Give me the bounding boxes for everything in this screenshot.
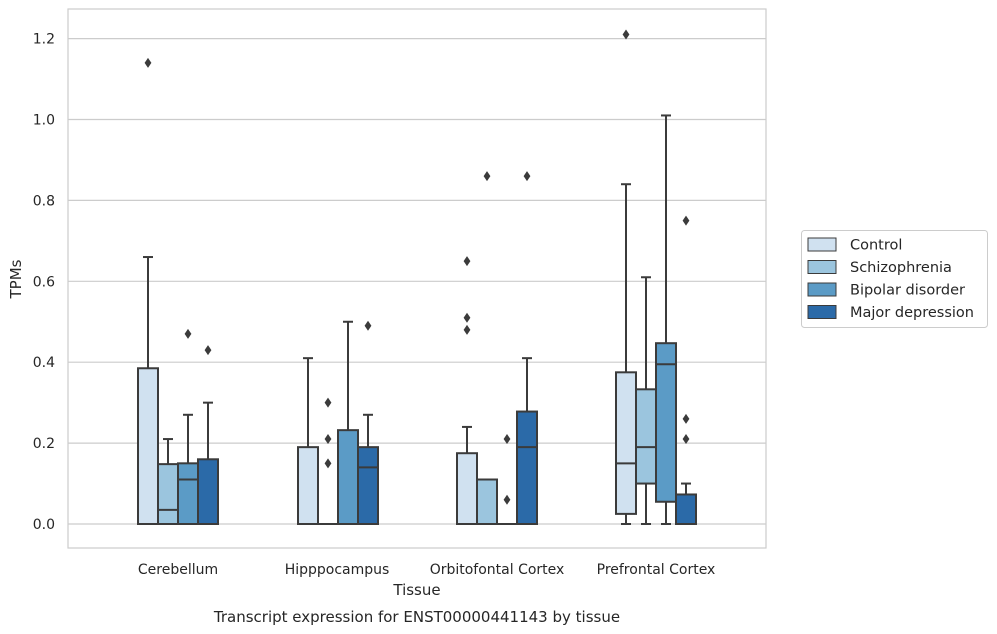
x-tick-labels: Cerebellum Hipppocampus Orbitofontal Corte… xyxy=(138,562,715,578)
legend-swatch xyxy=(807,260,837,274)
box-iqr xyxy=(655,342,677,503)
outlier-point xyxy=(682,434,690,445)
box-major-depression xyxy=(357,413,379,525)
boxes xyxy=(137,114,697,526)
y-tick-labels: 0.0 0.2 0.4 0.6 0.8 1.0 1.2 xyxy=(33,32,55,533)
outlier-point xyxy=(204,345,212,356)
y-tick-label: 1.0 xyxy=(33,113,55,129)
y-tick-label: 0.8 xyxy=(33,193,55,209)
box-bipolar-disorder xyxy=(655,114,677,525)
legend-label: Major depression xyxy=(850,305,974,321)
legend-swatch xyxy=(807,305,837,319)
box-major-depression xyxy=(675,482,697,525)
y-tick-label: 0.6 xyxy=(33,274,55,290)
x-tick-label: Hipppocampus xyxy=(285,562,390,578)
box-iqr xyxy=(177,462,199,526)
box-iqr xyxy=(197,458,219,525)
box-bipolar-disorder xyxy=(177,413,199,526)
outlier-point xyxy=(622,29,630,40)
box-iqr xyxy=(635,388,657,485)
box-control xyxy=(615,183,637,525)
chart-caption: Transcript expression for ENST0000044114… xyxy=(213,608,620,626)
plot-area-frame xyxy=(67,8,767,549)
outlier-point xyxy=(463,324,471,335)
outlier-point xyxy=(184,328,192,339)
box-major-depression xyxy=(516,357,538,526)
x-tick-label: Orbitofontal Cortex xyxy=(430,562,565,578)
box-schizophrenia xyxy=(635,276,657,525)
legend-label: Bipolar disorder xyxy=(850,283,965,299)
box-iqr xyxy=(615,371,637,515)
x-tick-label: Cerebellum xyxy=(138,562,218,578)
box-iqr xyxy=(675,493,697,525)
x-tick-label: Prefrontal Cortex xyxy=(597,562,716,578)
box-iqr xyxy=(157,463,179,526)
outlier-point xyxy=(682,413,690,424)
y-tick-label: 1.2 xyxy=(33,32,55,48)
outlier-point xyxy=(324,434,332,445)
outlier-point xyxy=(682,215,690,226)
box-iqr xyxy=(516,410,538,526)
outlier-point xyxy=(324,397,332,408)
box-iqr xyxy=(456,452,478,525)
grid-lines xyxy=(68,37,766,525)
outlier-point xyxy=(483,171,491,182)
y-axis-title: TPMs xyxy=(7,259,25,299)
legend-swatch xyxy=(807,282,837,297)
outlier-point xyxy=(324,458,332,469)
box-iqr xyxy=(297,446,319,525)
box-iqr xyxy=(357,446,379,525)
box-control xyxy=(297,357,319,525)
box-major-depression xyxy=(197,401,219,525)
box-schizophrenia xyxy=(476,478,498,526)
x-axis-title: Tissue xyxy=(392,581,440,599)
outlier-point xyxy=(364,320,372,331)
outlier-point xyxy=(463,256,471,267)
box-iqr xyxy=(476,478,498,526)
legend: Control Schizophrenia Bipolar disorder Majo… xyxy=(801,230,988,328)
y-tick-label: 0.0 xyxy=(33,517,55,533)
y-tick-label: 0.2 xyxy=(33,436,55,452)
box-iqr xyxy=(137,367,159,525)
outlier-point xyxy=(503,434,511,445)
box-bipolar-disorder xyxy=(337,320,359,526)
legend-label: Control xyxy=(850,238,902,254)
legend-swatch xyxy=(807,237,837,252)
outlier-point xyxy=(144,57,152,68)
y-tick-label: 0.4 xyxy=(33,355,55,371)
outlier-point xyxy=(463,312,471,323)
box-iqr xyxy=(337,429,359,526)
box-control xyxy=(137,256,159,525)
outlier-point xyxy=(523,171,531,182)
box-schizophrenia xyxy=(157,438,179,526)
outliers xyxy=(144,29,690,505)
outlier-point xyxy=(503,494,511,505)
legend-label: Schizophrenia xyxy=(850,260,952,276)
legend-frame xyxy=(801,230,988,328)
box-control xyxy=(456,425,478,525)
